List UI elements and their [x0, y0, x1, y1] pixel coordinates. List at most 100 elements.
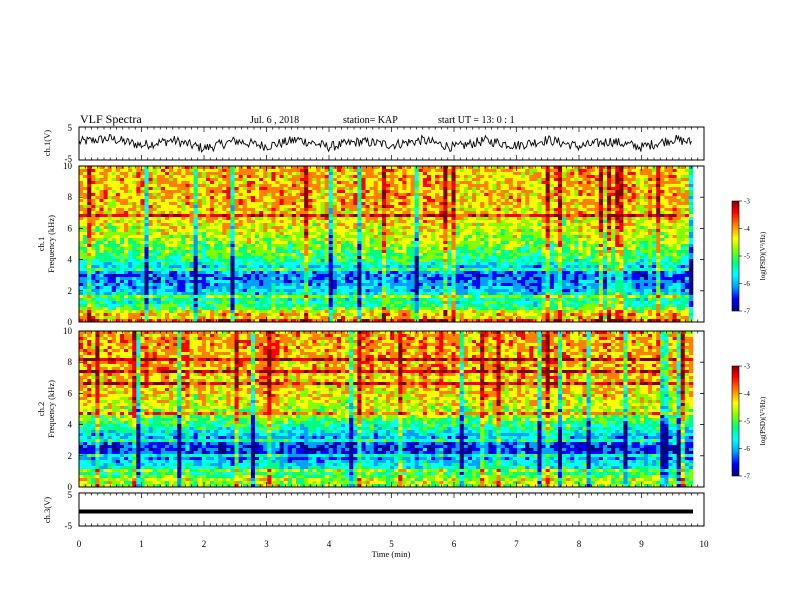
spectrogram-cell — [340, 208, 346, 212]
spectrogram-cell — [553, 202, 559, 206]
spectrogram-cell — [91, 181, 96, 185]
spectrogram-cell — [676, 229, 682, 233]
spectrogram-cell — [181, 247, 186, 251]
spectrogram-cell — [173, 259, 178, 263]
spectrogram-cell — [226, 244, 231, 248]
spectrogram-cell — [422, 202, 428, 206]
spectrogram-cell — [512, 214, 518, 218]
spectrogram-cell — [611, 247, 616, 251]
spectrogram-cell — [443, 178, 448, 182]
spectrogram-cell — [119, 169, 125, 173]
spectrogram-cell — [619, 196, 624, 200]
spectrogram-cell — [455, 220, 460, 224]
spectrogram-cell — [381, 220, 387, 224]
spectrogram-cell — [316, 247, 321, 251]
spectrogram-cell — [578, 208, 583, 212]
spectrogram-cell — [422, 196, 428, 200]
spectrogram-cell — [185, 226, 190, 230]
spectrogram-cell — [500, 262, 505, 266]
spectrogram-cell — [492, 253, 497, 257]
spectrogram-cell — [402, 178, 407, 182]
spectrogram-cell — [377, 172, 383, 176]
spectrogram-cell — [443, 262, 448, 266]
spectrogram-cell — [476, 259, 481, 263]
spectrogram-cell — [631, 229, 636, 233]
spectrogram-cell — [611, 187, 616, 191]
spectrogram-cell — [398, 208, 403, 212]
spectrogram-cell — [516, 208, 522, 212]
spectrogram-cell — [128, 247, 133, 251]
spectrogram-cell — [431, 229, 436, 233]
spectrogram-cell — [398, 232, 403, 236]
spectrogram-cell — [99, 220, 104, 224]
spectrogram-cell — [602, 214, 608, 218]
spectrogram-cell — [291, 187, 297, 191]
spectrogram-cell — [156, 238, 162, 242]
spectrogram-cell — [459, 187, 465, 191]
spectrogram-cell — [512, 199, 518, 203]
spectrogram-cell — [152, 241, 158, 245]
spectrogram-cell — [590, 205, 596, 209]
spectrogram-cell — [316, 253, 321, 257]
spectrogram-cell — [328, 190, 334, 194]
spectrogram-cell — [390, 184, 395, 188]
spectrogram-cell — [402, 256, 407, 260]
spectrogram-cell — [386, 247, 391, 251]
spectrogram-cell — [373, 256, 379, 260]
spectrogram-cell — [635, 223, 641, 227]
spectrogram-cell — [627, 205, 632, 209]
spectrogram-cell — [87, 175, 92, 179]
spectrogram-cell — [471, 238, 477, 242]
spectrogram-cell — [553, 220, 559, 224]
spectrogram-cell — [553, 259, 559, 263]
spectrogram-cell — [308, 229, 313, 233]
spectrogram-cell — [164, 244, 170, 248]
spectrogram-cell — [197, 259, 203, 263]
spectrogram-cell — [394, 235, 399, 239]
spectrogram-cell — [504, 259, 510, 263]
spectrogram-cell — [119, 238, 125, 242]
spectrogram-cell — [287, 193, 293, 197]
spectrogram-cell — [144, 262, 149, 266]
spectrogram-cell — [148, 244, 153, 248]
spectrogram-cell — [557, 256, 563, 260]
spectrogram-cell — [160, 238, 166, 242]
spectrogram-cell — [140, 223, 145, 227]
spectrogram-cell — [79, 169, 84, 173]
spectrogram-cell — [156, 208, 162, 212]
spectrogram-cell — [177, 178, 182, 182]
spectrogram-cell — [95, 259, 100, 263]
spectrogram-cell — [255, 184, 260, 188]
spectrogram-cell — [455, 250, 460, 254]
spectrogram-cell — [218, 172, 223, 176]
spectrogram-cell — [193, 172, 198, 176]
spectrogram-cell — [177, 196, 182, 200]
spectrogram-cell — [406, 238, 411, 242]
spectrogram-cell — [267, 196, 272, 200]
spectrogram-cell — [406, 247, 411, 251]
spectrogram-cell — [390, 241, 395, 245]
spectrogram-cell — [193, 223, 198, 227]
spectrogram-cell — [643, 196, 649, 200]
spectrogram-cell — [484, 253, 489, 257]
spectrogram-cell — [394, 190, 399, 194]
spectrogram-cell — [611, 208, 616, 212]
spectrogram-cell — [144, 169, 149, 173]
spectrogram-cell — [99, 178, 104, 182]
spectrogram-cell — [668, 250, 673, 254]
spectrogram-cell — [431, 175, 436, 179]
spectrogram-cell — [480, 220, 485, 224]
spectrogram-cell — [87, 220, 92, 224]
spectrogram-cell — [205, 262, 211, 266]
spectrogram-cell — [177, 256, 182, 260]
spectrogram-cell — [336, 166, 342, 170]
spectrogram-cell — [557, 211, 563, 215]
spectrogram-cell — [279, 184, 284, 188]
spectrogram-cell — [169, 199, 174, 203]
spectrogram-cell — [545, 214, 551, 218]
spectrogram-cell — [259, 211, 264, 215]
spectrogram-cell — [250, 235, 256, 239]
spectrogram-cell — [664, 229, 669, 233]
spectrogram-cell — [336, 208, 342, 212]
spectrogram-cell — [623, 208, 628, 212]
